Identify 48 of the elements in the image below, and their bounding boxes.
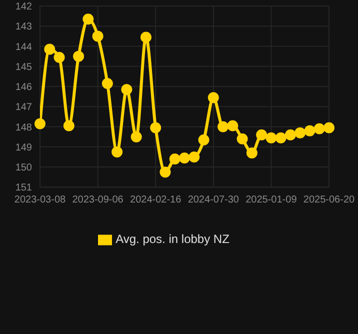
point bbox=[160, 166, 171, 178]
x-tick-label: 2023-09-06 bbox=[72, 194, 124, 206]
y-tick-label: 147 bbox=[15, 102, 32, 114]
point bbox=[121, 84, 132, 96]
x-tick-label: 2023-03-08 bbox=[14, 194, 66, 206]
point bbox=[284, 129, 296, 140]
point bbox=[227, 120, 238, 132]
point bbox=[112, 146, 123, 158]
point bbox=[256, 129, 268, 140]
point bbox=[275, 132, 286, 144]
y-tick-label: 148 bbox=[15, 122, 32, 134]
point bbox=[218, 121, 229, 132]
y-tick-label: 151 bbox=[15, 182, 32, 194]
point bbox=[236, 133, 248, 144]
point bbox=[150, 122, 162, 134]
point bbox=[73, 50, 84, 62]
point bbox=[44, 44, 56, 55]
y-tick-label: 149 bbox=[15, 142, 32, 154]
point bbox=[102, 78, 113, 89]
point bbox=[294, 127, 306, 138]
point bbox=[169, 153, 180, 164]
legend-label: Avg. pos. in lobby NZ bbox=[116, 232, 230, 246]
point bbox=[130, 131, 142, 142]
y-tick-label: 145 bbox=[15, 62, 32, 73]
y-tick-label: 146 bbox=[15, 82, 32, 94]
point bbox=[324, 122, 334, 134]
point bbox=[246, 147, 258, 158]
x-tick-label: 2025-06-20 bbox=[303, 194, 356, 206]
point bbox=[54, 52, 65, 63]
point bbox=[140, 32, 152, 43]
point bbox=[198, 134, 210, 146]
point bbox=[304, 125, 316, 136]
x-tick-label: 2024-07-30 bbox=[188, 194, 240, 206]
point bbox=[63, 120, 74, 132]
x-tick-label: 2025-01-09 bbox=[246, 194, 298, 206]
y-tick-label: 143 bbox=[15, 22, 32, 33]
y-tick-label: 142 bbox=[15, 2, 32, 13]
x-tick-label: 2024-02-16 bbox=[130, 194, 182, 206]
point bbox=[92, 30, 104, 42]
point bbox=[34, 118, 46, 130]
y-tick-label: 150 bbox=[15, 162, 32, 174]
point bbox=[208, 92, 219, 104]
point bbox=[179, 152, 190, 164]
point bbox=[314, 123, 325, 134]
y-tick-label: 144 bbox=[15, 42, 32, 53]
point bbox=[188, 151, 200, 162]
point bbox=[82, 14, 94, 25]
point bbox=[266, 132, 277, 144]
